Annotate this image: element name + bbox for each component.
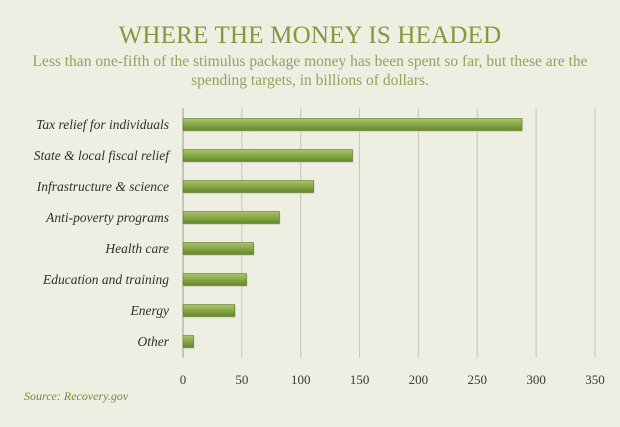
- source-note: Source: Recovery.gov: [24, 389, 129, 403]
- bar: [182, 304, 236, 317]
- category-label: Infrastructure & science: [36, 179, 169, 194]
- bar: [182, 211, 280, 224]
- x-tick-label: 350: [585, 372, 605, 387]
- category-label: Other: [138, 334, 170, 349]
- chart-title: WHERE THE MONEY IS HEADED: [118, 22, 502, 49]
- x-tick-label: 200: [409, 372, 429, 387]
- x-tick-label: 300: [526, 372, 546, 387]
- x-tick-label: 0: [180, 372, 187, 387]
- gridlines: [241, 108, 596, 358]
- category-label: State & local fiscal relief: [34, 148, 171, 163]
- bars: [182, 118, 524, 349]
- chart-subtitle: Less than one-fifth of the stimulus pack…: [32, 53, 588, 89]
- bar: [182, 180, 314, 193]
- x-tick-label: 150: [350, 372, 370, 387]
- bar: [182, 273, 247, 286]
- bar: [182, 335, 194, 348]
- bar: [182, 149, 353, 162]
- x-tick-label: 50: [235, 372, 248, 387]
- category-label: Anti-poverty programs: [45, 210, 169, 225]
- x-tick-label: 100: [291, 372, 311, 387]
- bar: [182, 242, 254, 255]
- x-tick-labels: 0 50 100 150 200 250 300 350: [180, 372, 605, 387]
- category-label: Education and training: [42, 272, 169, 287]
- x-tick-label: 250: [468, 372, 488, 387]
- bar: [182, 118, 523, 131]
- category-labels: Tax relief for individuals State & local …: [34, 117, 171, 349]
- category-label: Energy: [130, 303, 169, 318]
- category-label: Health care: [104, 241, 169, 256]
- category-label: Tax relief for individuals: [36, 117, 169, 132]
